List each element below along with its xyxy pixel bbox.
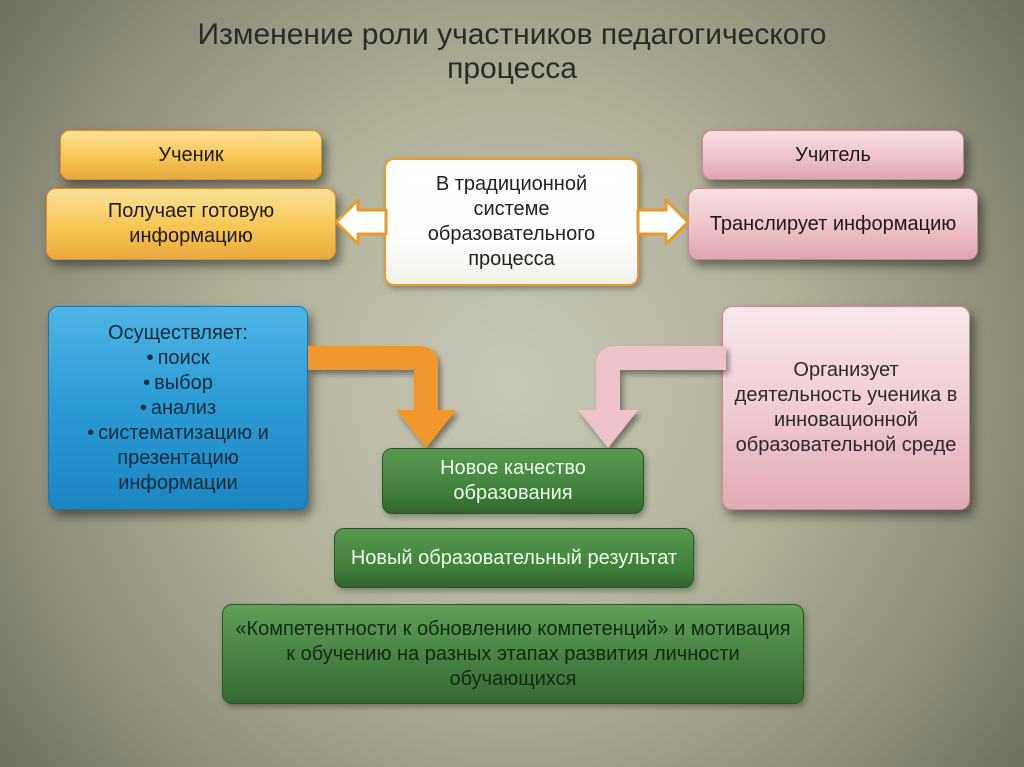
pink-card: Организует деятельность ученика в иннова… <box>722 306 970 510</box>
green2-label: Новый образовательный результат <box>351 546 677 571</box>
blue-heading: Осуществляет: <box>108 321 248 346</box>
green1-box: Новое качество образования <box>382 448 644 514</box>
pink-label: Организует деятельность ученика в иннова… <box>733 358 959 458</box>
blue-list: поиск выбор анализ систематизацию и през… <box>59 346 297 496</box>
center-label: В традиционной системе образовательного … <box>396 172 627 272</box>
student-box: Ученик <box>60 130 322 180</box>
blue-item-2: анализ <box>59 396 297 421</box>
blue-card: Осуществляет: поиск выбор анализ система… <box>48 306 308 510</box>
arrow-left-block <box>336 196 386 248</box>
student-label: Ученик <box>158 143 223 168</box>
transmits-label: Транслирует информацию <box>710 212 957 237</box>
title-line1: Изменение роли участников педагогическог… <box>0 18 1024 52</box>
arrow-right-block <box>638 196 688 248</box>
transmits-box: Транслирует информацию <box>688 188 978 260</box>
title-line2: процесса <box>0 52 1024 86</box>
green2-box: Новый образовательный результат <box>334 528 694 588</box>
green3-box: «Компетентности к обновлению компетенций… <box>222 604 804 704</box>
blue-item-0: поиск <box>59 346 297 371</box>
teacher-label: Учитель <box>795 143 871 168</box>
teacher-box: Учитель <box>702 130 964 180</box>
page-title: Изменение роли участников педагогическог… <box>0 18 1024 86</box>
center-card: В традиционной системе образовательного … <box>384 158 639 286</box>
receives-box: Получает готовую информацию <box>46 188 336 260</box>
green1-label: Новое качество образования <box>393 456 633 506</box>
blue-item-1: выбор <box>59 371 297 396</box>
pink-bent-arrow <box>566 346 726 456</box>
blue-item-3: систематизацию и презентацию информации <box>59 421 297 496</box>
green3-label: «Компетентности к обновлению компетенций… <box>233 617 793 692</box>
orange-bent-arrow <box>308 346 458 456</box>
receives-label: Получает готовую информацию <box>57 199 325 249</box>
